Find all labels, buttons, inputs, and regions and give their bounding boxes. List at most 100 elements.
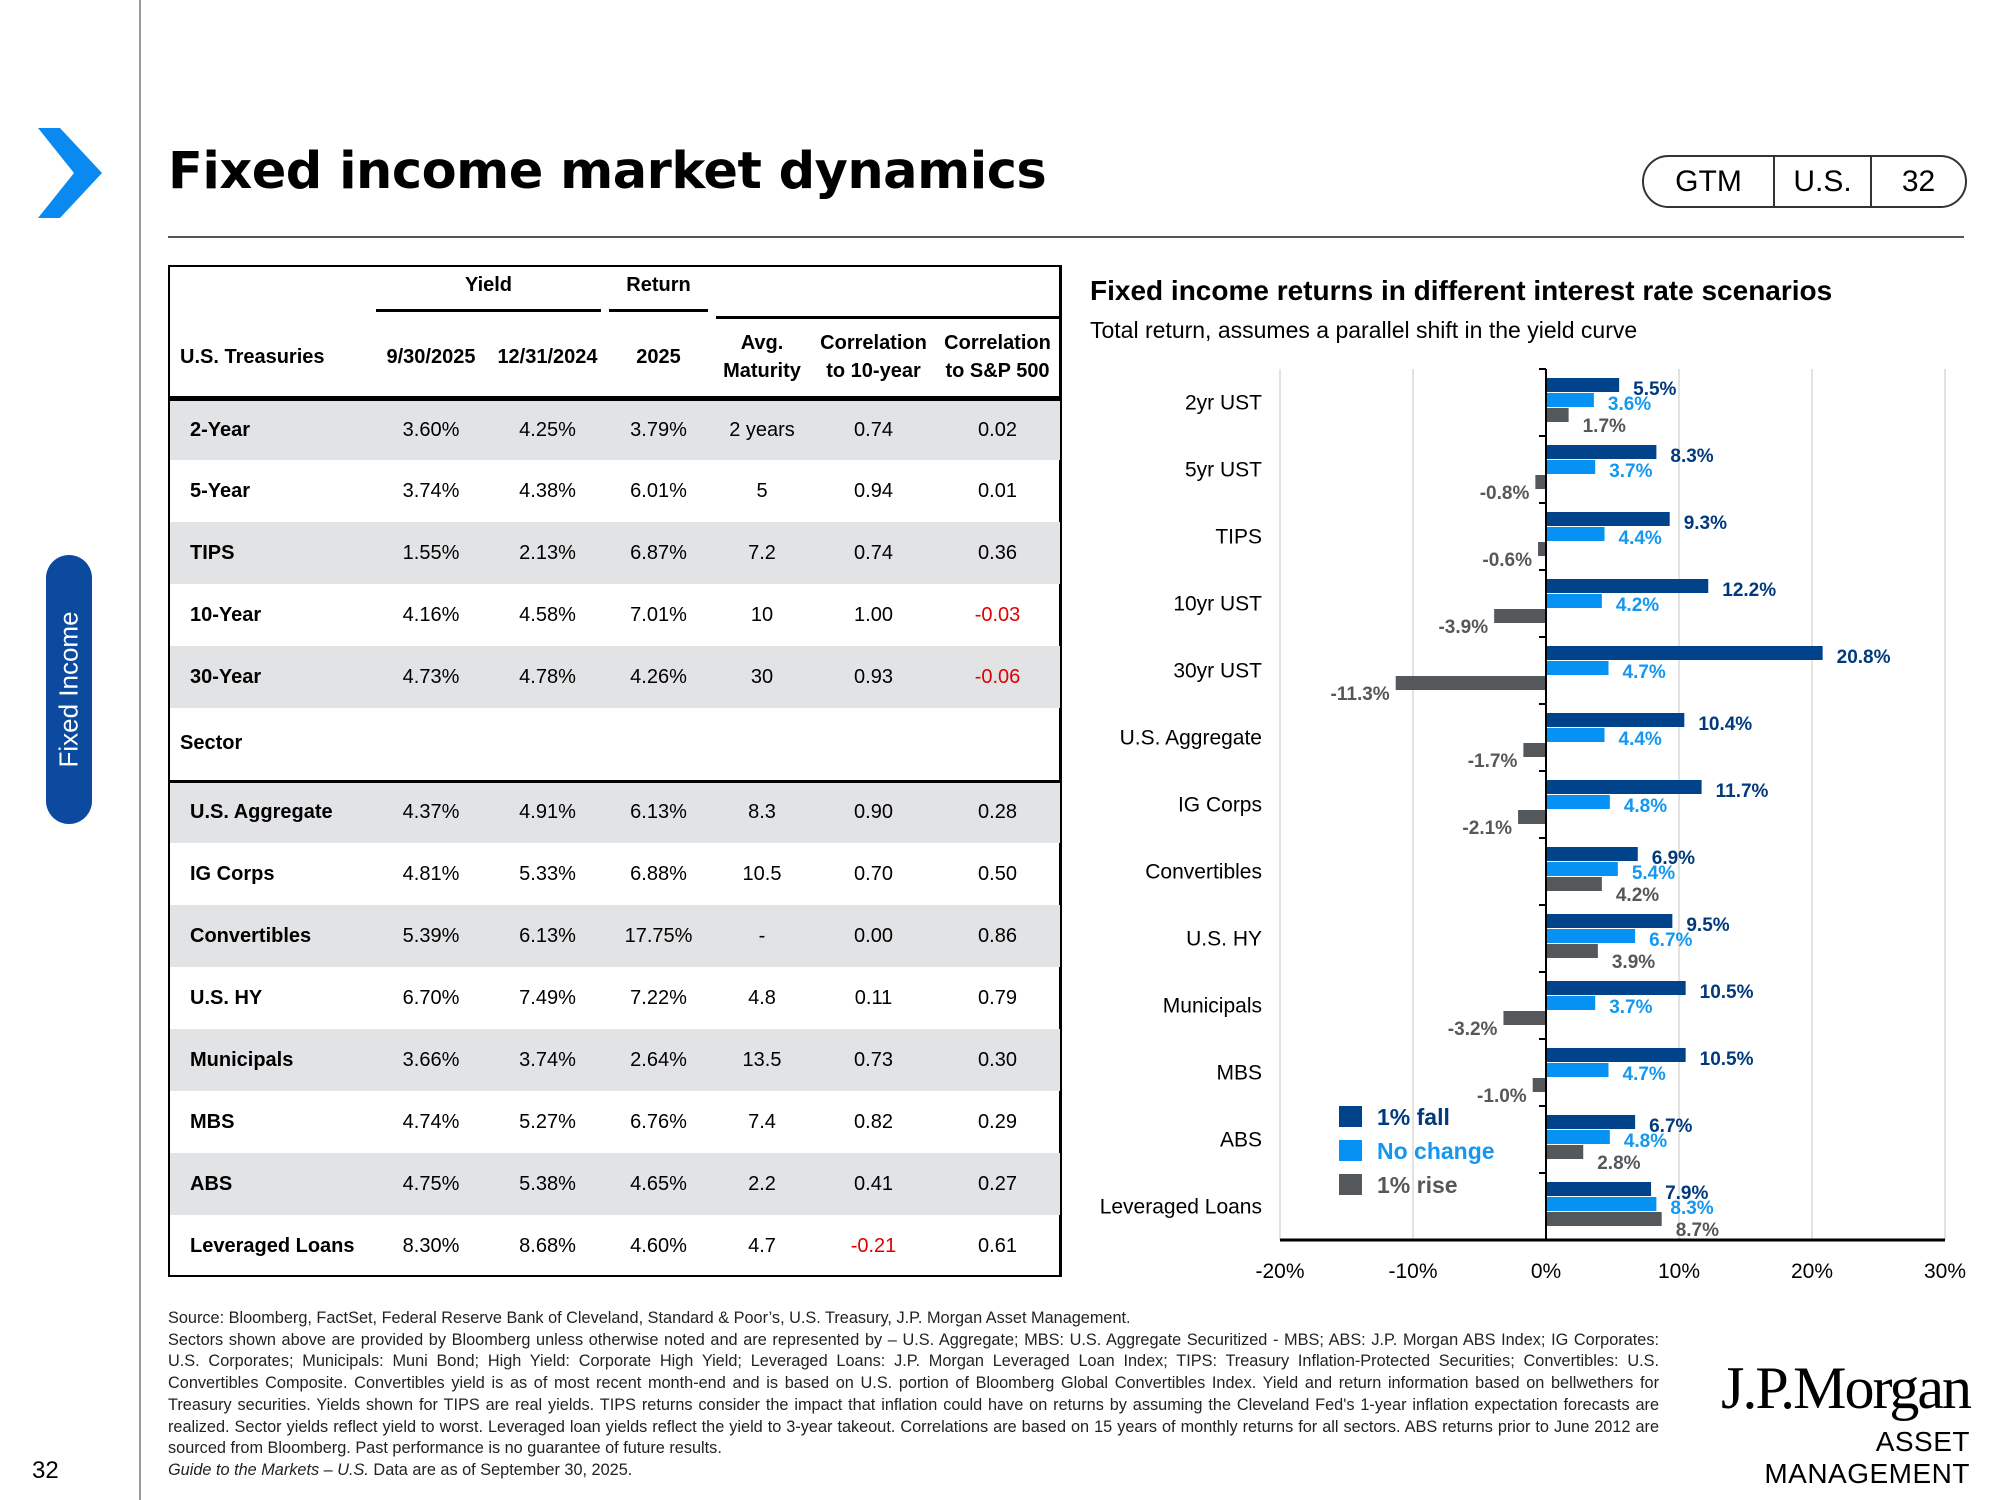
table-row: 5-Year 3.74% 4.38% 6.01% 5 0.94 0.01 — [170, 460, 1060, 522]
fixed-income-table: Yield Return U.S. Treasuries 9/30/2025 1… — [168, 265, 1062, 1277]
bar-1-fall — [1546, 445, 1657, 459]
data-label: -3.9% — [1438, 617, 1488, 638]
header-rule — [716, 316, 1061, 319]
left-divider — [139, 0, 141, 1500]
table-row: ABS 4.75% 5.38% 4.65% 2.2 0.41 0.27 — [170, 1153, 1061, 1215]
bar-1-rise — [1546, 1212, 1662, 1226]
row-label: Leveraged Loans — [190, 1234, 355, 1257]
table-cell: 10 — [750, 603, 774, 626]
table-cell: 13.5 — [712, 1029, 812, 1091]
table-cell: 0.74 — [812, 522, 935, 584]
bar-1-rise — [1538, 542, 1546, 556]
row-label: 10-Year — [190, 603, 262, 626]
table-cell: 0.29 — [978, 1110, 1017, 1133]
data-label: 4.2% — [1616, 885, 1659, 906]
header-line: to 10-year — [826, 360, 921, 383]
legend-swatch — [1339, 1140, 1362, 1161]
table-cell: -0.03 — [974, 603, 1021, 626]
bar-no-change — [1546, 996, 1596, 1010]
row-label: 5-Year — [190, 479, 251, 502]
bar-1-fall — [1546, 914, 1673, 928]
legend-label: No change — [1377, 1138, 1495, 1164]
col-header-maturity: Avg. Maturity — [712, 319, 812, 401]
table-row: Convertibles 5.39% 6.13% 17.75% -0.00 0.86 — [170, 905, 1061, 967]
table-cell: 2.13% — [490, 522, 605, 584]
bar-no-change — [1546, 1197, 1657, 1211]
table-cell: 4.16% — [402, 603, 460, 626]
table-cell: 0.02 — [935, 398, 1061, 460]
header-line: Correlation — [820, 332, 927, 355]
table-cell: 4.37% — [372, 781, 490, 843]
table-cell: 8.68% — [519, 1234, 576, 1257]
data-label: 1.7% — [1583, 416, 1626, 437]
row-label: U.S. Aggregate — [170, 781, 372, 843]
table-cell: 0.61 — [978, 1234, 1017, 1257]
jpmorgan-logo: J.P.Morgan ASSET MANAGEMENT — [1690, 1356, 1972, 1490]
data-label: 5.5% — [1633, 379, 1676, 400]
category-label: MBS — [1216, 1062, 1262, 1085]
row-label: Municipals — [170, 1029, 372, 1091]
data-label: -3.2% — [1448, 1019, 1498, 1040]
chevron-right-icon — [38, 128, 102, 218]
bar-no-change — [1546, 1063, 1609, 1077]
bar-no-change — [1546, 594, 1602, 608]
section-tab-fixed-income[interactable]: Fixed Income — [46, 555, 92, 824]
data-label: 20.8% — [1837, 647, 1891, 668]
row-label: 30-Year — [170, 646, 372, 708]
header-line: Avg. — [740, 332, 784, 355]
table-cell: 4.7 — [748, 1234, 776, 1257]
table-cell: 7.22% — [630, 986, 687, 1009]
table-cell: 4.26% — [605, 646, 712, 708]
guide-title: Guide to the Markets – U.S. — [168, 1460, 369, 1479]
table-row: 2-Year 3.60% 4.25% 3.79% 2 years 0.74 0.02 — [170, 398, 1061, 460]
table-cell: 5.27% — [519, 1110, 576, 1133]
bar-no-change — [1546, 862, 1618, 876]
data-label: 4.2% — [1616, 595, 1659, 616]
data-label: -1.7% — [1468, 751, 1518, 772]
bar-1-fall — [1546, 780, 1702, 794]
bar-no-change — [1546, 460, 1596, 474]
col-header-yield-current: 9/30/2025 — [372, 319, 490, 401]
row-label: 2-Year — [170, 398, 372, 460]
table-cell: 0.11 — [854, 986, 893, 1009]
category-label: IG Corps — [1178, 794, 1262, 817]
chart-subtitle: Total return, assumes a parallel shift i… — [1090, 317, 1638, 343]
x-tick-label: 0% — [1531, 1260, 1561, 1283]
category-label: Municipals — [1163, 995, 1262, 1018]
data-date: Data are as of September 30, 2025. — [368, 1460, 633, 1479]
table-cell: 4.25% — [490, 398, 605, 460]
bar-no-change — [1546, 1130, 1610, 1144]
table-cell: 5 — [756, 479, 768, 502]
table-cell: 0.82 — [854, 1110, 893, 1133]
bar-1-fall — [1546, 378, 1620, 392]
page-number: 32 — [32, 1457, 59, 1484]
table-cell: 7.2 — [712, 522, 812, 584]
data-label: 9.5% — [1686, 915, 1729, 936]
bar-no-change — [1546, 929, 1636, 943]
sector-note: Sectors shown above are provided by Bloo… — [168, 1330, 1659, 1458]
header-line: Maturity — [723, 360, 801, 383]
legend-swatch — [1339, 1106, 1362, 1127]
col-header-corr-10y: Correlation to 10-year — [812, 319, 935, 401]
table-cell: 0.30 — [935, 1029, 1061, 1091]
row-label: IG Corps — [190, 862, 275, 885]
category-label: 2yr UST — [1185, 392, 1262, 415]
table-cell: 0.28 — [935, 781, 1061, 843]
table-cell: - — [712, 905, 812, 967]
data-label: 5.4% — [1632, 863, 1675, 884]
table-cell: 8.3 — [712, 781, 812, 843]
col-header-yield-prior: 12/31/2024 — [490, 319, 605, 401]
table-cell: 7.49% — [519, 986, 576, 1009]
category-label: 30yr UST — [1173, 660, 1262, 683]
chart-title: Fixed income returns in different intere… — [1090, 275, 1833, 306]
bar-1-rise — [1532, 1078, 1546, 1092]
bar-no-change — [1546, 661, 1609, 675]
table-cell: 4.78% — [490, 646, 605, 708]
bar-1-fall — [1546, 512, 1670, 526]
table-cell: 0.86 — [935, 905, 1061, 967]
category-label: Leveraged Loans — [1100, 1196, 1262, 1219]
table-cell: 4.75% — [372, 1153, 490, 1215]
bar-1-fall — [1546, 713, 1685, 727]
table-row: IG Corps 4.81% 5.33% 6.88% 10.5 0.70 0.50 — [170, 843, 1060, 905]
